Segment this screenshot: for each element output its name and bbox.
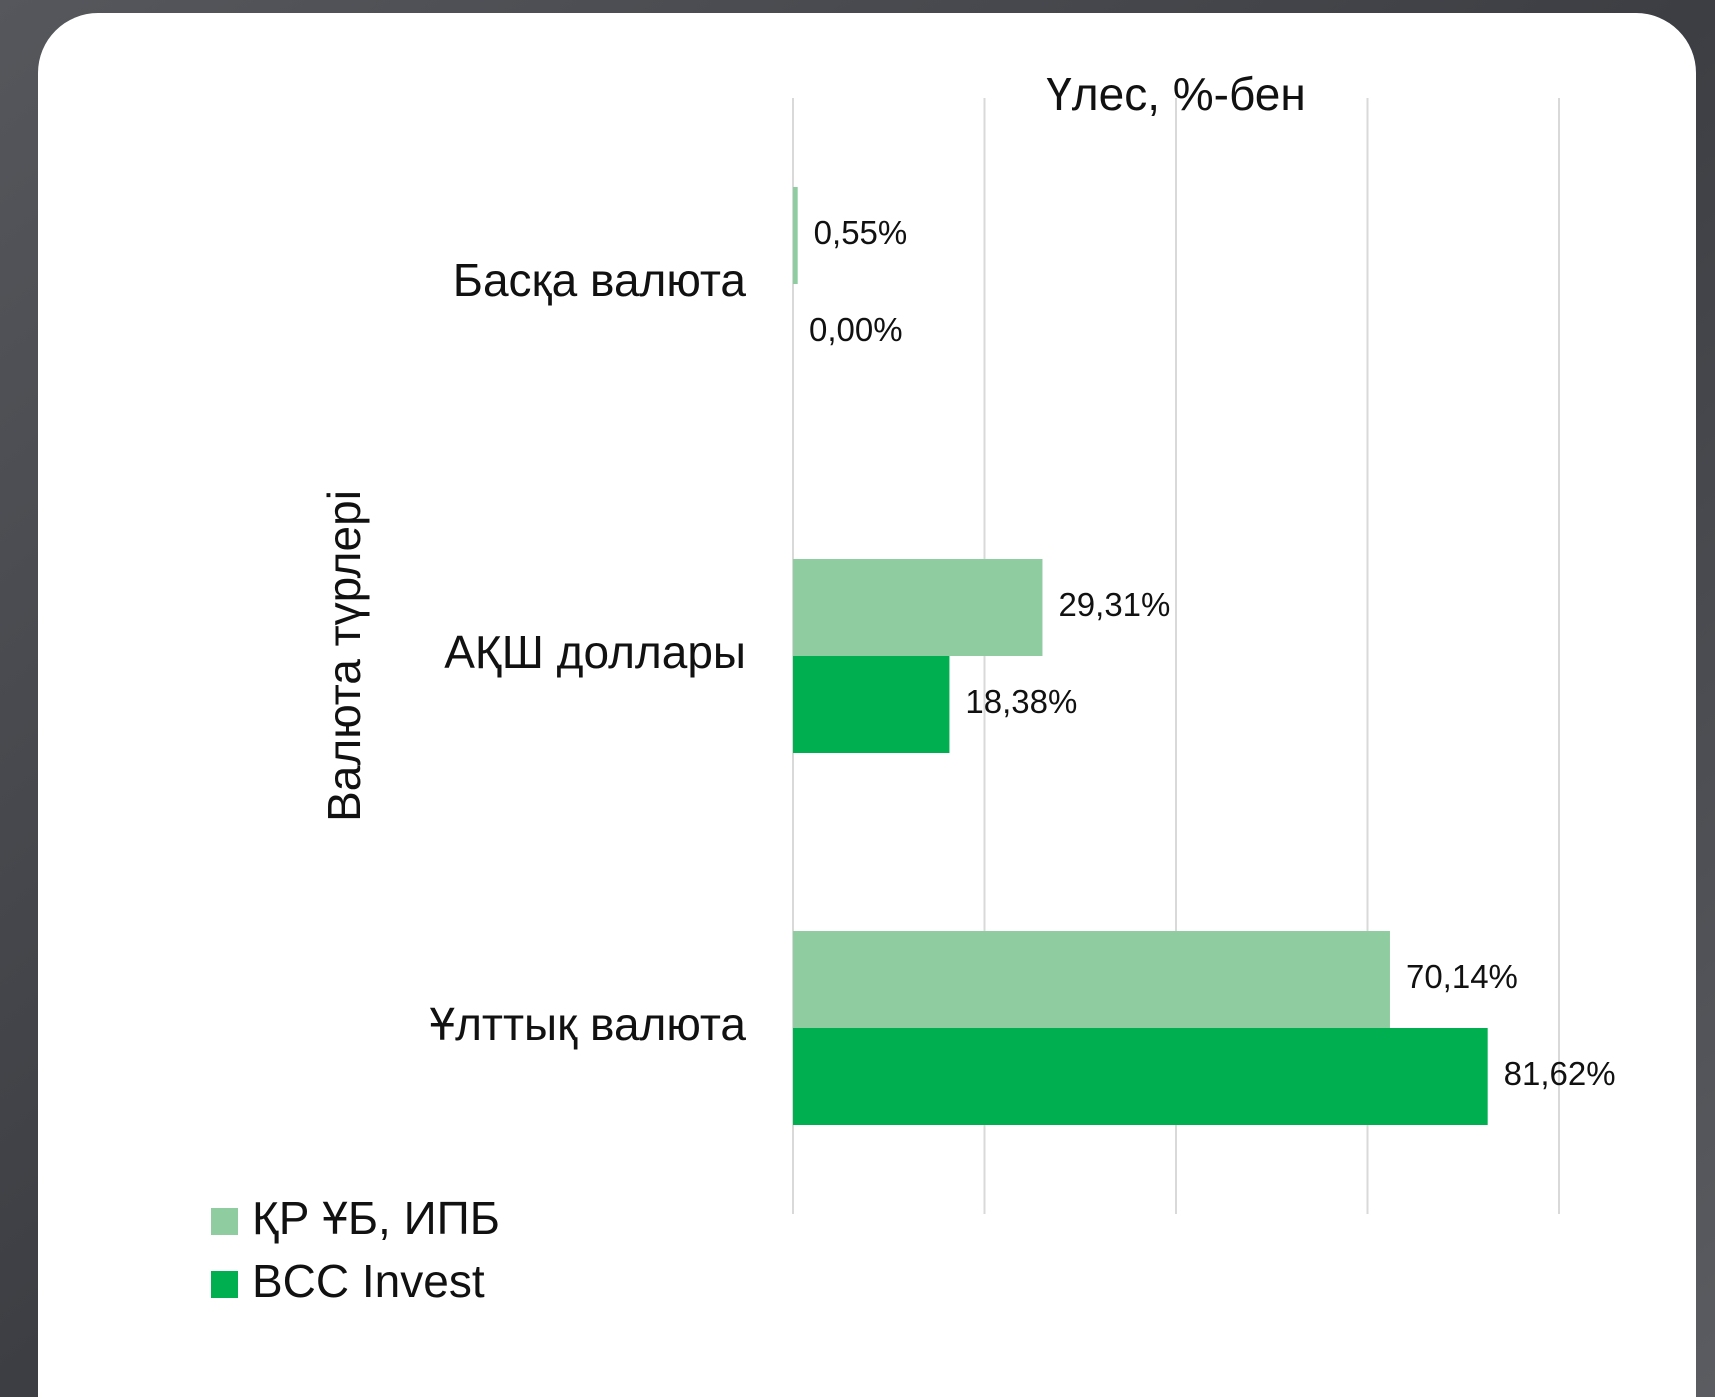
value-label: 18,38% — [965, 683, 1077, 720]
value-label: 81,62% — [1504, 1055, 1616, 1092]
legend-swatch — [211, 1208, 238, 1235]
y-axis-title: Валюта түрлері — [318, 490, 370, 822]
legend-label: ҚР ҰБ, ИПБ — [252, 1192, 500, 1244]
legend-label: BCC Invest — [252, 1255, 485, 1307]
value-label: 0,55% — [814, 214, 908, 251]
category-label: Ұлттық валюта — [430, 998, 747, 1050]
bar — [793, 931, 1390, 1028]
value-label: 0,00% — [809, 311, 903, 348]
value-label: 29,31% — [1058, 586, 1170, 623]
legend-swatch — [211, 1271, 238, 1298]
bar — [793, 1028, 1488, 1125]
category-label: АҚШ доллары — [444, 626, 746, 678]
bar — [793, 559, 1043, 656]
bar — [793, 187, 798, 284]
value-label: 70,14% — [1406, 958, 1518, 995]
bar — [793, 656, 950, 753]
category-label: Басқа валюта — [453, 254, 747, 306]
